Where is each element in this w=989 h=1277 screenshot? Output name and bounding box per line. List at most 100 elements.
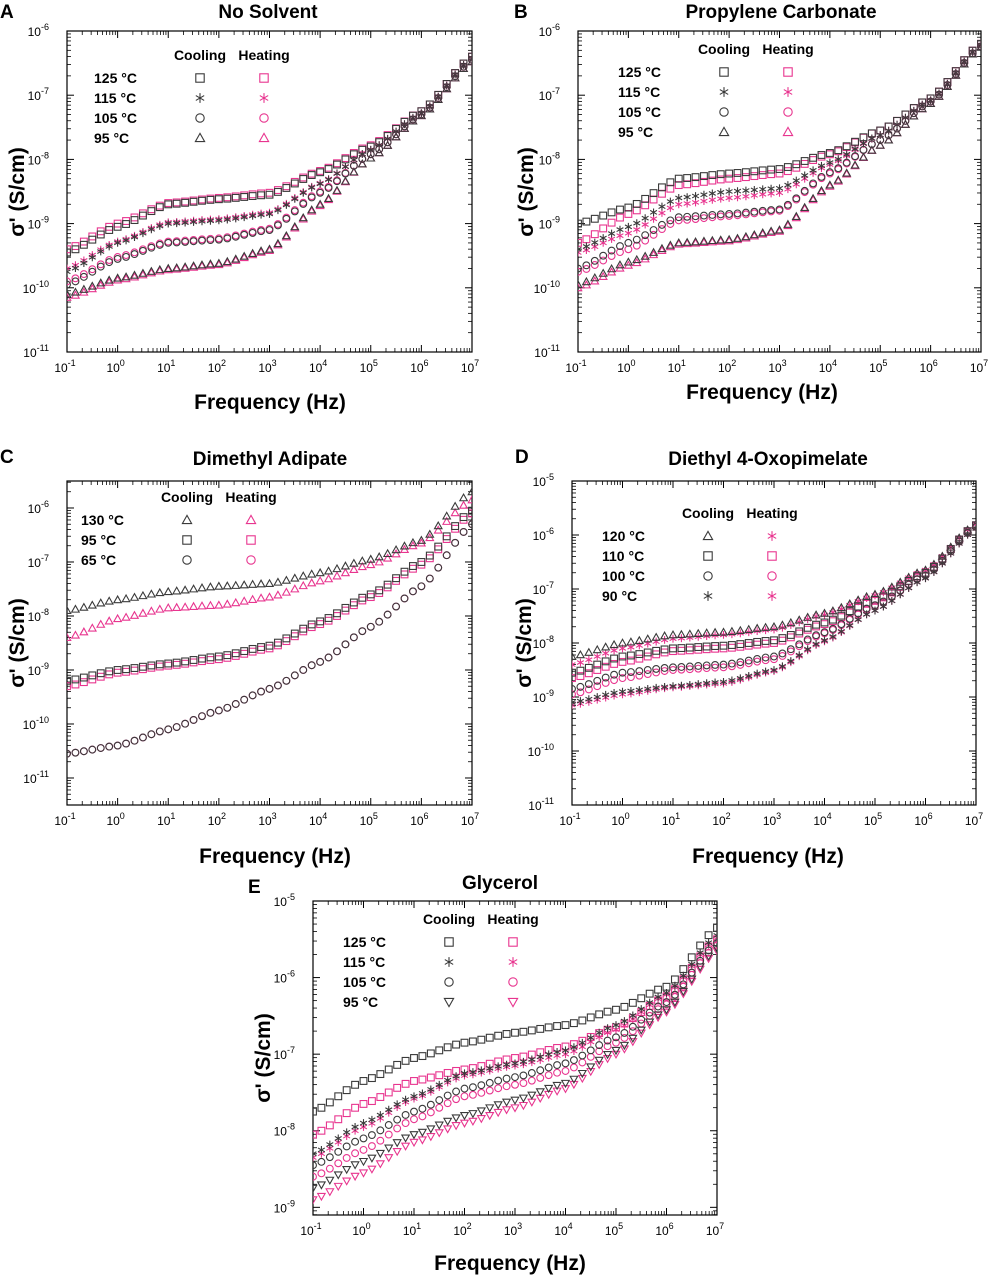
cooling-marker [494, 1076, 503, 1085]
heating-marker [724, 236, 734, 245]
chart-title: No Solvent [218, 2, 318, 23]
cooling-marker [467, 486, 472, 496]
series-65c [67, 520, 472, 758]
heating-marker [317, 1126, 326, 1135]
legend-heating-marker [245, 514, 257, 525]
cooling-marker [627, 687, 635, 695]
cooling-marker [618, 687, 627, 696]
cooling-marker [620, 1017, 629, 1025]
legend: Cooling Heating 125 °C 115 °C 105 °C 95 °C [343, 911, 539, 1010]
cooling-marker [104, 275, 114, 284]
cooling-marker [576, 697, 585, 705]
heating-marker [313, 1196, 318, 1205]
heating-marker [624, 245, 633, 254]
heating-marker [342, 1153, 351, 1162]
heating-marker [770, 655, 778, 664]
heating-marker [808, 194, 818, 204]
cooling-marker [375, 1149, 386, 1159]
heating-marker [130, 666, 139, 675]
cooling-marker [725, 169, 734, 178]
cooling-marker [231, 580, 241, 589]
y-tick-label: 10-10 [23, 715, 49, 732]
cooling-marker [636, 1026, 646, 1035]
cooling-marker [767, 165, 776, 174]
cooling-marker [690, 237, 701, 246]
x-tick-label: 104 [309, 811, 327, 828]
cooling-marker [595, 1028, 603, 1037]
legend-cooling-marker [444, 937, 454, 947]
cooling-marker [442, 551, 451, 560]
heating-marker [649, 230, 658, 239]
y-axis-label: σ' (S/cm) [252, 1013, 275, 1102]
heating-marker [699, 214, 708, 223]
cooling-marker [851, 152, 860, 161]
cooling-marker [741, 208, 750, 217]
heating-marker [325, 1164, 334, 1173]
cooling-marker [699, 172, 708, 181]
heating-marker [536, 1073, 545, 1082]
cooling-marker [307, 620, 316, 629]
cooling-marker [610, 654, 619, 663]
heating-marker [122, 667, 131, 676]
heating-marker [635, 654, 644, 663]
heating-marker [223, 653, 232, 662]
cooling-marker [930, 568, 938, 576]
cooling-marker [535, 1088, 545, 1097]
cooling-marker [172, 586, 182, 595]
heating-marker [376, 1136, 385, 1145]
cooling-marker [761, 667, 770, 676]
cooling-marker [307, 171, 316, 179]
legend: Cooling Heating 120 °C 110 °C 100 °C 90 °C [602, 505, 798, 604]
heating-marker [248, 647, 257, 656]
cooling-marker [164, 200, 173, 209]
x-tick-label: 103 [763, 811, 781, 828]
cooling-marker [691, 192, 700, 200]
cooling-marker [435, 1046, 444, 1055]
cooling-marker [96, 262, 105, 271]
heating-marker [510, 1104, 520, 1113]
cooling-marker [518, 1094, 529, 1103]
heating-marker [189, 658, 198, 667]
cooling-marker [576, 682, 585, 691]
cooling-marker [485, 1078, 494, 1087]
cooling-marker [138, 268, 148, 277]
cooling-marker [819, 608, 830, 617]
cooling-marker [649, 189, 658, 198]
heating-marker [657, 245, 667, 254]
cooling-marker [963, 530, 972, 539]
cooling-marker [172, 723, 181, 731]
heating-marker [256, 247, 266, 256]
cooling-marker [786, 617, 796, 627]
cooling-marker [544, 1063, 553, 1072]
heating-marker [67, 632, 72, 642]
cooling-marker [324, 653, 333, 662]
x-tick-label: 102 [453, 1221, 471, 1238]
y-tick-label: 10-9 [28, 215, 49, 232]
heating-marker [716, 236, 726, 245]
heating-marker [450, 507, 460, 517]
cooling-marker [590, 272, 600, 282]
cooling-marker [649, 226, 658, 234]
x-tick-label: 10-1 [300, 1221, 321, 1238]
heating-marker [341, 606, 350, 615]
cooling-marker [393, 1115, 402, 1124]
cooling-marker [265, 684, 274, 693]
cooling-marker [410, 1054, 418, 1062]
cooling-marker [637, 994, 646, 1003]
legend-heating-marker [508, 957, 518, 967]
heating-marker [130, 213, 139, 222]
cooling-marker [282, 676, 291, 685]
cooling-marker [147, 730, 156, 739]
cooling-marker [264, 578, 275, 588]
cooling-marker [340, 176, 351, 185]
heating-marker [601, 662, 610, 671]
cooling-marker [611, 1046, 621, 1056]
legend-cooling-marker [444, 977, 454, 987]
heating-marker [694, 645, 703, 654]
cooling-marker [674, 238, 684, 247]
cooling-marker [644, 1018, 655, 1027]
heating-marker [264, 592, 275, 601]
cooling-marker [383, 580, 392, 589]
cooling-marker [854, 615, 862, 624]
cooling-marker [626, 651, 635, 660]
